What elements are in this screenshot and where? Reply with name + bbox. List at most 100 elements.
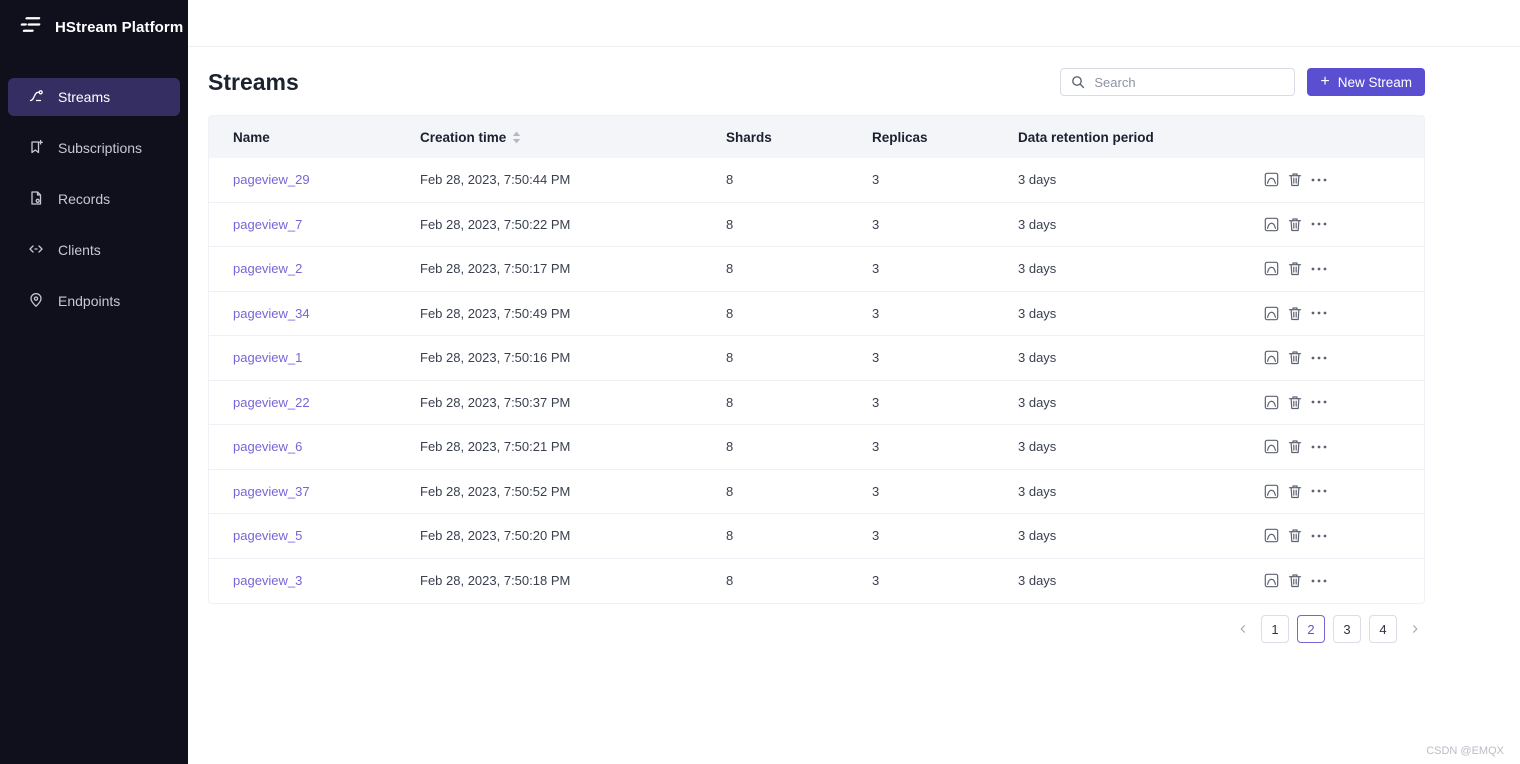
more-options-icon[interactable] — [1311, 579, 1327, 583]
table-row: pageview_7 Feb 28, 2023, 7:50:22 PM 8 3 … — [209, 203, 1424, 247]
more-options-icon[interactable] — [1311, 267, 1327, 271]
next-page-chevron-icon[interactable] — [1405, 615, 1425, 643]
stream-name-cell: pageview_6 — [209, 439, 396, 454]
sidebar-item-streams[interactable]: Streams — [8, 78, 180, 116]
creation-time-cell: Feb 28, 2023, 7:50:49 PM — [420, 305, 571, 321]
delete-trash-icon[interactable] — [1288, 395, 1302, 410]
brand-title: HStream Platform — [55, 18, 184, 36]
retention-cell: 3 days — [1018, 394, 1057, 410]
new-stream-button[interactable]: + New Stream — [1307, 68, 1425, 96]
table-header-row: Name Creation time Shards — [209, 116, 1424, 158]
stream-name-link[interactable]: pageview_22 — [233, 394, 310, 410]
creation-time-cell: Feb 28, 2023, 7:50:18 PM — [420, 573, 571, 589]
metrics-chart-icon[interactable] — [1264, 395, 1279, 410]
table-row: pageview_3 Feb 28, 2023, 7:50:18 PM 8 3 … — [209, 559, 1424, 604]
sidebar-item-endpoints[interactable]: Endpoints — [8, 282, 180, 320]
actions-cell — [1240, 306, 1424, 321]
metrics-chart-icon[interactable] — [1264, 306, 1279, 321]
more-options-icon[interactable] — [1311, 445, 1327, 449]
retention-cell: 3 days — [1018, 528, 1057, 544]
table-row: pageview_1 Feb 28, 2023, 7:50:16 PM 8 3 … — [209, 336, 1424, 381]
more-options-icon[interactable] — [1311, 356, 1327, 360]
prev-page-chevron-icon[interactable] — [1233, 615, 1253, 643]
delete-trash-icon[interactable] — [1288, 439, 1302, 454]
metrics-chart-icon[interactable] — [1264, 573, 1279, 588]
table-row: pageview_6 Feb 28, 2023, 7:50:21 PM 8 3 … — [209, 425, 1424, 470]
actions-cell — [1240, 439, 1424, 454]
sidebar: HStream Platform Streams — [0, 0, 188, 764]
delete-trash-icon[interactable] — [1288, 306, 1302, 321]
column-header-shards: Shards — [726, 129, 772, 145]
clients-icon — [28, 241, 44, 260]
retention-cell: 3 days — [1018, 483, 1057, 499]
delete-trash-icon[interactable] — [1288, 350, 1302, 365]
page-button[interactable]: 1 — [1261, 615, 1289, 643]
metrics-chart-icon[interactable] — [1264, 350, 1279, 365]
shards-cell: 8 — [726, 172, 734, 188]
metrics-chart-icon[interactable] — [1264, 484, 1279, 499]
sort-icon[interactable] — [512, 131, 521, 144]
creation-time-cell: Feb 28, 2023, 7:50:16 PM — [420, 350, 571, 366]
metrics-chart-icon[interactable] — [1264, 439, 1279, 454]
sidebar-item-label: Records — [58, 191, 111, 207]
actions-cell — [1240, 217, 1424, 232]
sidebar-item-label: Endpoints — [58, 293, 121, 309]
brand: HStream Platform — [0, 0, 188, 40]
actions-cell — [1240, 395, 1424, 410]
more-options-icon[interactable] — [1311, 400, 1327, 404]
retention-cell: 3 days — [1018, 261, 1057, 277]
topbar — [188, 0, 1520, 47]
column-header-name: Name — [233, 129, 270, 145]
stream-name-link[interactable]: pageview_7 — [233, 216, 303, 232]
replicas-cell: 3 — [872, 350, 880, 366]
retention-cell: 3 days — [1018, 573, 1057, 589]
stream-name-link[interactable]: pageview_34 — [233, 305, 310, 321]
delete-trash-icon[interactable] — [1288, 484, 1302, 499]
more-options-icon[interactable] — [1311, 222, 1327, 226]
page-button[interactable]: 2 — [1297, 615, 1325, 643]
stream-name-link[interactable]: pageview_2 — [233, 261, 303, 277]
creation-time-cell: Feb 28, 2023, 7:50:17 PM — [420, 261, 571, 277]
stream-name-link[interactable]: pageview_5 — [233, 528, 303, 544]
delete-trash-icon[interactable] — [1288, 172, 1302, 187]
stream-name-cell: pageview_7 — [209, 217, 396, 232]
stream-name-cell: pageview_29 — [209, 172, 396, 187]
stream-name-link[interactable]: pageview_1 — [233, 350, 303, 366]
page-button[interactable]: 3 — [1333, 615, 1361, 643]
sidebar-item-records[interactable]: Records — [8, 180, 180, 218]
search-icon — [1071, 75, 1085, 89]
more-options-icon[interactable] — [1311, 311, 1327, 315]
replicas-cell: 3 — [872, 439, 880, 455]
sidebar-item-label: Clients — [58, 242, 101, 258]
more-options-icon[interactable] — [1311, 534, 1327, 538]
metrics-chart-icon[interactable] — [1264, 217, 1279, 232]
stream-name-link[interactable]: pageview_29 — [233, 172, 310, 188]
more-options-icon[interactable] — [1311, 489, 1327, 493]
creation-time-cell: Feb 28, 2023, 7:50:52 PM — [420, 483, 571, 499]
more-options-icon[interactable] — [1311, 178, 1327, 182]
shards-cell: 8 — [726, 483, 734, 499]
creation-time-cell: Feb 28, 2023, 7:50:21 PM — [420, 439, 571, 455]
shards-cell: 8 — [726, 305, 734, 321]
metrics-chart-icon[interactable] — [1264, 528, 1279, 543]
shards-cell: 8 — [726, 439, 734, 455]
sidebar-item-clients[interactable]: Clients — [8, 231, 180, 269]
delete-trash-icon[interactable] — [1288, 217, 1302, 232]
delete-trash-icon[interactable] — [1288, 261, 1302, 276]
sidebar-item-subscriptions[interactable]: Subscriptions — [8, 129, 180, 167]
metrics-chart-icon[interactable] — [1264, 172, 1279, 187]
stream-name-link[interactable]: pageview_37 — [233, 483, 310, 499]
retention-cell: 3 days — [1018, 350, 1057, 366]
delete-trash-icon[interactable] — [1288, 528, 1302, 543]
delete-trash-icon[interactable] — [1288, 573, 1302, 588]
shards-cell: 8 — [726, 216, 734, 232]
retention-cell: 3 days — [1018, 305, 1057, 321]
page-button[interactable]: 4 — [1369, 615, 1397, 643]
new-stream-label: New Stream — [1337, 74, 1412, 90]
replicas-cell: 3 — [872, 261, 880, 277]
stream-name-link[interactable]: pageview_6 — [233, 439, 303, 455]
metrics-chart-icon[interactable] — [1264, 261, 1279, 276]
content: Streams + New Stream — [188, 47, 1520, 643]
stream-name-link[interactable]: pageview_3 — [233, 573, 303, 589]
search-input[interactable] — [1092, 73, 1285, 91]
